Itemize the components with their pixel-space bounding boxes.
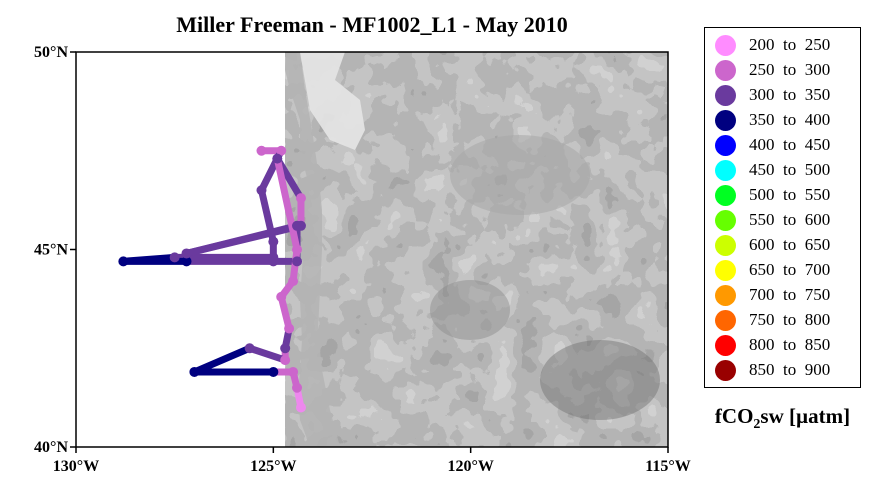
track-point: [292, 256, 303, 267]
strait-region: [300, 52, 365, 150]
cruise-track: [118, 145, 306, 413]
track-point: [256, 185, 267, 196]
legend-swatch: [715, 135, 736, 156]
x-tick-label: 130°W: [53, 458, 99, 475]
chart-title: Miller Freeman - MF1002_L1 - May 2010: [176, 12, 568, 37]
track-point: [295, 402, 306, 413]
legend-item: 600 to 650: [705, 233, 860, 258]
track-segment: [183, 222, 305, 257]
track-point: [280, 343, 291, 354]
legend-label: 750 to 800: [749, 310, 831, 329]
track-point: [268, 236, 279, 247]
legend-item: 650 to 700: [705, 258, 860, 283]
legend-swatch: [715, 210, 736, 231]
legend-label: 400 to 450: [749, 135, 831, 154]
track-point: [118, 256, 129, 267]
track-point: [276, 145, 287, 156]
x-tick-label: 120°W: [447, 458, 493, 475]
legend-swatch: [715, 60, 736, 81]
track-point: [292, 244, 303, 255]
track-point: [295, 220, 306, 231]
track-segment: [190, 344, 254, 376]
plateau-patch: [430, 280, 510, 340]
y-tick-label: 40°N: [34, 439, 68, 456]
units-main: fCO: [714, 404, 754, 428]
legend-swatch: [715, 260, 736, 281]
legend-item: 500 to 550: [705, 183, 860, 208]
legend-label: 350 to 400: [749, 110, 831, 129]
units-rest: sw [µatm]: [760, 404, 851, 428]
legend-swatch: [715, 160, 736, 181]
legend-item: 350 to 400: [705, 108, 860, 133]
legend-swatch: [715, 35, 736, 56]
legend-item: 400 to 450: [705, 133, 860, 158]
legend-label: 850 to 900: [749, 360, 831, 379]
legend-label: 600 to 650: [749, 235, 831, 254]
y-tick-label: 50°N: [34, 44, 68, 61]
legend-label: 650 to 700: [749, 260, 831, 279]
track-point: [295, 193, 306, 204]
units-subscript: 2: [753, 417, 761, 433]
map-background: [76, 52, 668, 447]
track-point: [189, 366, 200, 377]
legend-swatch: [715, 335, 736, 356]
track-point: [181, 256, 192, 267]
track-point: [288, 276, 299, 287]
legend-swatch: [715, 185, 736, 206]
legend-swatch: [715, 310, 736, 331]
legend-label: 300 to 350: [749, 85, 831, 104]
track-point: [284, 323, 295, 334]
color-legend: 200 to 250 250 to 300 300 to 350 350 to 400…: [704, 27, 861, 388]
plateau-patch: [540, 340, 660, 420]
legend-item: 200 to 250: [705, 33, 860, 58]
legend-label: 200 to 250: [749, 35, 831, 54]
legend-label: 500 to 550: [749, 185, 831, 204]
y-tick-label: 45°N: [34, 242, 68, 259]
track-point: [288, 366, 299, 377]
plateau-patch: [450, 135, 590, 215]
coastal-band: [285, 52, 340, 447]
x-tick-label: 125°W: [250, 458, 296, 475]
legend-item: 300 to 350: [705, 83, 860, 108]
track-point: [268, 256, 279, 267]
track-point: [169, 252, 180, 263]
legend-swatch: [715, 360, 736, 381]
legend-item: 250 to 300: [705, 58, 860, 83]
legend-swatch: [715, 285, 736, 306]
legend-label: 450 to 500: [749, 160, 831, 179]
legend-swatch: [715, 85, 736, 106]
legend-units-label: fCO2sw [µatm]: [704, 404, 861, 433]
legend-item: 550 to 600: [705, 208, 860, 233]
legend-item: 450 to 500: [705, 158, 860, 183]
legend-label: 700 to 750: [749, 285, 831, 304]
legend-label: 550 to 600: [749, 210, 831, 229]
legend-item: 700 to 750: [705, 283, 860, 308]
track-point: [268, 366, 279, 377]
track-point: [256, 145, 267, 156]
legend-swatch: [715, 110, 736, 131]
legend-item: 750 to 800: [705, 308, 860, 333]
track-point: [280, 355, 291, 366]
legend-label: 250 to 300: [749, 60, 831, 79]
track-point: [181, 248, 192, 259]
legend-item: 800 to 850: [705, 333, 860, 358]
legend-item: 850 to 900: [705, 358, 860, 383]
legend-label: 800 to 850: [749, 335, 831, 354]
track-segment: [277, 293, 293, 332]
x-tick-label: 115°W: [645, 458, 691, 475]
track-point: [292, 382, 303, 393]
track-segment: [273, 155, 301, 253]
legend-swatch: [715, 235, 736, 256]
track-point: [272, 153, 283, 164]
track-point: [276, 291, 287, 302]
map-axes: 130°W 125°W 120°W 115°W 50°N 45°N 40°N: [34, 44, 691, 475]
track-segment: [246, 344, 289, 364]
track-point: [244, 343, 255, 354]
